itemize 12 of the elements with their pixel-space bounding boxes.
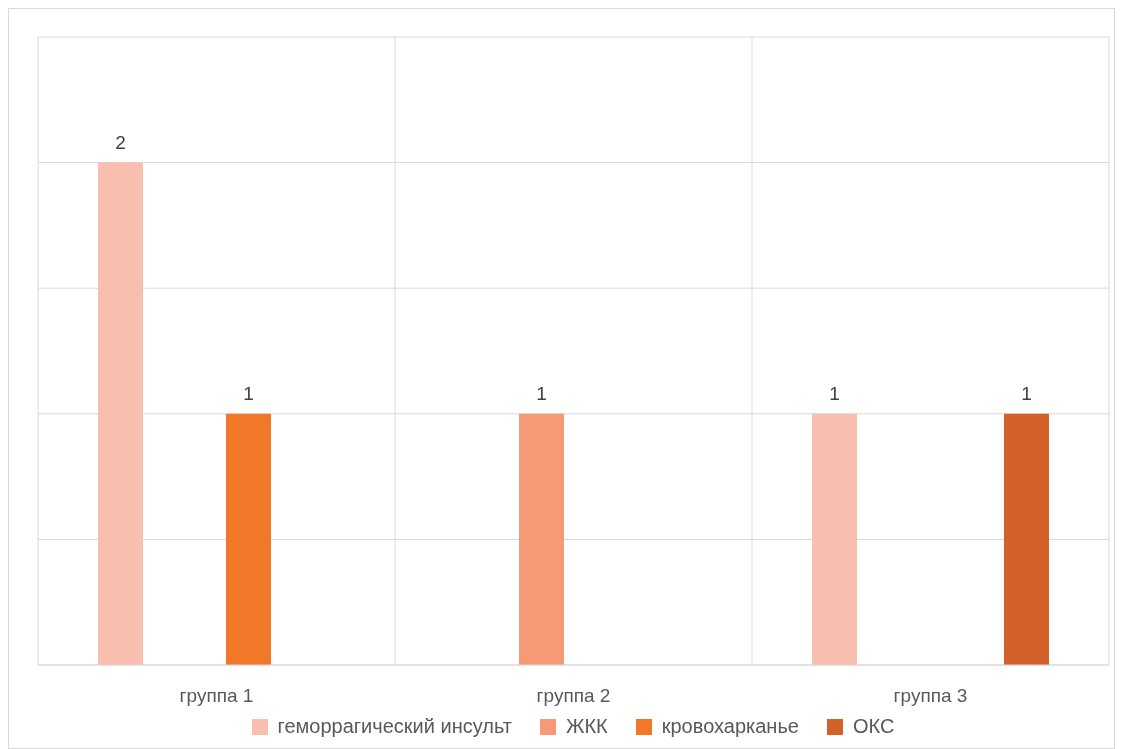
data-label: 1 (1021, 382, 1032, 404)
x-tick-label: группа 3 (893, 685, 968, 707)
data-label: 1 (243, 382, 254, 404)
legend-label: геморрагический инсульт (277, 715, 512, 738)
x-tick-label: группа 1 (179, 685, 254, 707)
data-label: 2 (115, 131, 126, 153)
legend-label: ОКС (852, 715, 895, 738)
legend-label: кровохарканье (661, 715, 799, 738)
legend-label: ЖКК (565, 715, 608, 738)
data-label: 1 (829, 382, 840, 404)
data-label: 1 (536, 382, 547, 404)
x-tick-label: группа 2 (536, 685, 611, 707)
